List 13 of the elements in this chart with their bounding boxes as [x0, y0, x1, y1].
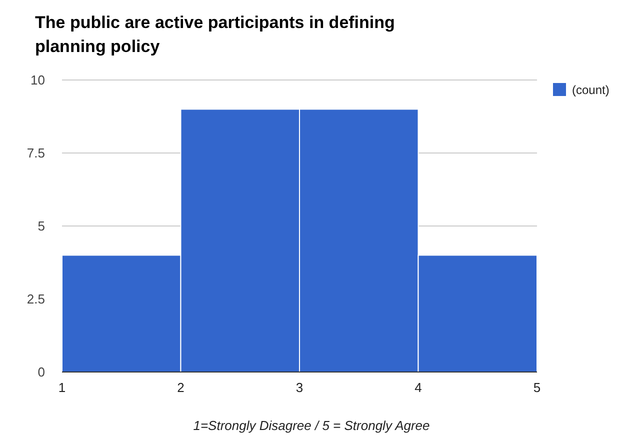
y-tick-label: 2.5 [26, 292, 45, 307]
x-tick-label: 2 [177, 380, 184, 395]
text: (count) [572, 83, 610, 97]
y-tick-label: 0 [38, 364, 45, 380]
chart-title: The public are active participants in defining planning policy [35, 13, 395, 56]
x-tick-label: 1 [58, 380, 66, 395]
y-tick-label: 7.5 [26, 146, 45, 161]
x-tick-label: 5 [533, 380, 541, 395]
x-axis-title: 1=Strongly Disagree / 5 = Strongly Agree [193, 418, 430, 433]
y-tick-label: 5 [38, 218, 45, 234]
y-tick-label: 10 [30, 72, 45, 88]
x-tick-label: 3 [296, 380, 304, 395]
x-tick-label: 4 [414, 380, 422, 395]
